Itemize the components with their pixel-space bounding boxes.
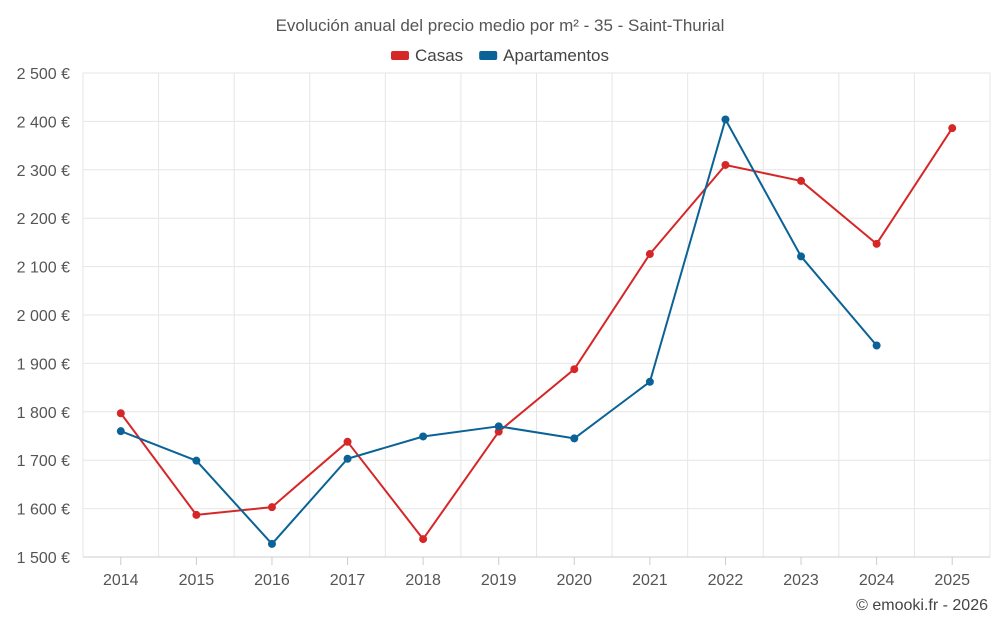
x-tick-label: 2019 [481,572,517,589]
x-tick-label: 2016 [254,572,290,589]
y-axis: 1 500 € 1 600 € 1 700 € 1 800 € 1 900 € 2 000… [17,66,70,567]
data-point[interactable] [116,409,125,418]
x-tick-label: 2024 [859,572,895,589]
series-line [119,127,954,541]
x-tick-label: 2018 [405,572,441,589]
y-tick-label: 1 900 € [17,356,70,373]
x-tick-label: 2015 [179,572,215,589]
x-tick-label: 2021 [632,572,668,589]
data-point[interactable] [797,252,806,261]
data-point[interactable] [721,115,730,124]
data-point[interactable] [570,365,579,374]
y-tick-label: 1 700 € [17,453,70,470]
data-point[interactable] [570,434,579,443]
legend-label: Apartamentos [503,46,609,65]
y-tick-label: 1 600 € [17,502,70,519]
x-tick-label: 2022 [708,572,744,589]
x-tick-label: 2020 [556,572,592,589]
data-point[interactable] [116,427,125,436]
data-point[interactable] [192,510,201,519]
data-point[interactable] [267,503,276,512]
data-point[interactable] [721,160,730,169]
data-point[interactable] [797,176,806,185]
data-point[interactable] [645,377,654,386]
series-group [116,115,957,548]
grid [82,72,991,557]
x-tick-label: 2025 [934,572,970,589]
data-point[interactable] [872,239,881,248]
data-point[interactable] [343,454,352,463]
data-point[interactable] [494,422,503,431]
y-tick-label: 2 300 € [17,163,70,180]
x-axis: 2014 2015 2016 2017 2018 2019 2020 2021 2022 2023… [83,556,990,589]
y-tick-label: 2 200 € [17,211,70,228]
y-tick-label: 2 000 € [17,308,70,325]
y-tick-label: 2 500 € [17,66,70,83]
chart-title: Evolución anual del precio medio por m² … [276,16,725,35]
data-point[interactable] [192,456,201,465]
legend-item-casas[interactable]: Casas [390,46,463,65]
data-point[interactable] [419,535,428,544]
data-point[interactable] [343,437,352,446]
x-tick-label: 2014 [103,572,139,589]
y-tick-label: 1 800 € [17,405,70,422]
credit-text: © emooki.fr - 2026 [856,597,988,614]
legend: Casas Apartamentos [390,46,609,65]
y-tick-label: 2 400 € [17,114,70,131]
legend-swatch [479,51,498,60]
series-apartamentos [116,115,881,548]
data-point[interactable] [645,250,654,259]
y-tick-label: 1 500 € [17,550,70,567]
legend-item-apartamentos[interactable]: Apartamentos [479,46,609,65]
legend-label: Casas [415,46,463,65]
x-tick-label: 2017 [330,572,366,589]
y-tick-label: 2 100 € [17,260,70,277]
data-point[interactable] [872,341,881,350]
data-point[interactable] [419,432,428,441]
data-point[interactable] [267,539,276,548]
series-casas [116,124,957,544]
legend-swatch [390,51,409,60]
x-tick-label: 2023 [783,572,819,589]
data-point[interactable] [948,124,957,133]
